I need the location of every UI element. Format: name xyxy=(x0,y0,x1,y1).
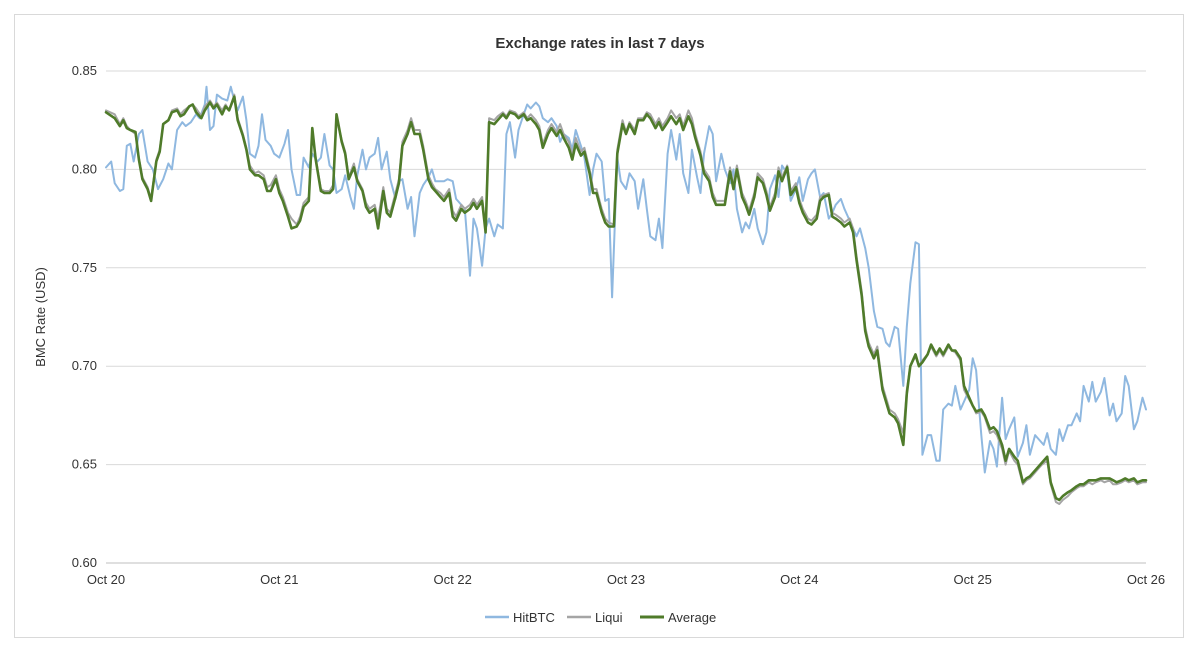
gridlines xyxy=(106,70,1146,564)
chart-frame: Exchange rates in last 7 days 0.85 0.80 0.… xyxy=(14,14,1184,638)
x-tick-label: Oct 21 xyxy=(260,572,298,587)
x-tick-label: Oct 23 xyxy=(607,572,645,587)
y-tick-label: 0.85 xyxy=(72,63,97,78)
x-axis-ticks: Oct 20 Oct 21 Oct 22 Oct 23 Oct 24 Oct 25 Oct … xyxy=(87,572,1165,587)
chart-title: Exchange rates in last 7 days xyxy=(495,35,704,52)
legend: HitBTC Liqui Average xyxy=(485,610,716,625)
x-tick-label: Oct 20 xyxy=(87,572,125,587)
exchange-rate-chart: Exchange rates in last 7 days 0.850.800.… xyxy=(33,35,1165,625)
series-lines xyxy=(104,85,1148,505)
x-tick-label: Oct 25 xyxy=(954,572,992,587)
legend-label-hitbtc: HitBTC xyxy=(513,610,555,625)
legend-label-average: Average xyxy=(668,610,716,625)
x-tick-label: Oct 24 xyxy=(780,572,818,587)
legend-label-liqui: Liqui xyxy=(595,610,623,625)
y-tick-label: 0.75 xyxy=(72,260,97,275)
y-axis-label: BMC Rate (USD) xyxy=(33,267,48,367)
y-axis-ticks: 0.85 0.80 0.75 0.70 0.65 0.60 xyxy=(72,63,97,570)
x-tick-label: Oct 26 xyxy=(1127,572,1165,587)
y-tick-label: 0.65 xyxy=(72,457,97,472)
y-tick-label: 0.70 xyxy=(72,358,97,373)
series-line-average xyxy=(104,95,1148,502)
x-tick-label: Oct 22 xyxy=(434,572,472,587)
series-line-hitbtc xyxy=(105,85,1147,474)
y-tick-label: 0.60 xyxy=(72,555,97,570)
y-tick-label: 0.80 xyxy=(72,161,97,176)
